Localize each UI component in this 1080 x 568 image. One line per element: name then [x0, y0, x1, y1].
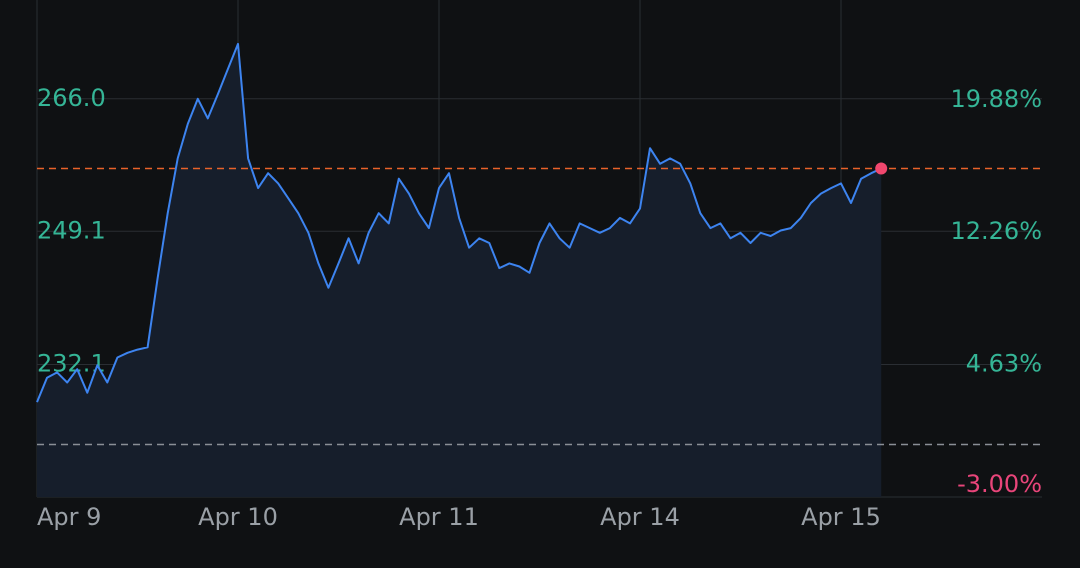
price-line [36, 42, 882, 403]
y-tick-label: 249.1 [37, 216, 106, 244]
y2-tick-label: 19.88% [950, 85, 1042, 113]
y-tick-label: 266.0 [37, 84, 106, 112]
last-point [875, 162, 888, 175]
x-tick-label: Apr 10 [198, 503, 278, 531]
x-tick-label: Apr 14 [600, 503, 680, 531]
y2-tick-label: 4.63% [966, 350, 1042, 378]
x-tick-label: Apr 11 [399, 503, 479, 531]
x-tick-label: Apr 15 [801, 503, 881, 531]
x-tick-label: Apr 9 [37, 503, 101, 531]
y2-tick-label: -3.00% [957, 470, 1042, 498]
area [37, 43, 882, 498]
y2-tick-label: 12.26% [950, 217, 1042, 245]
